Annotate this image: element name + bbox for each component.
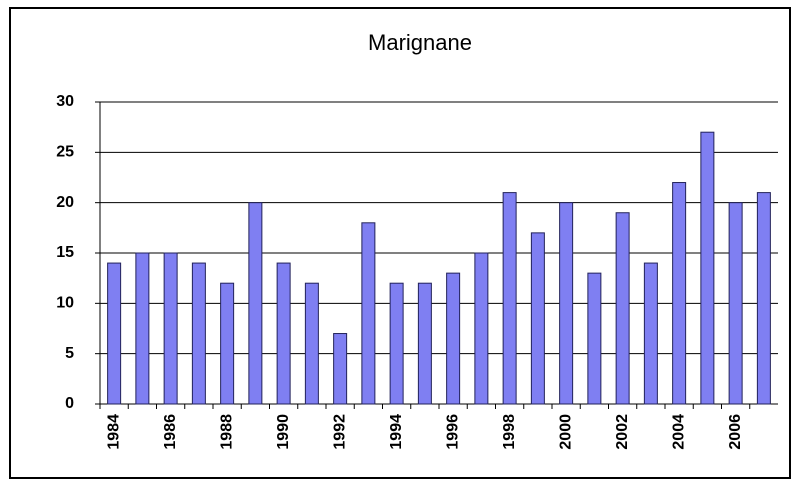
x-tick-label: 1992 (331, 414, 348, 450)
x-tick-label: 2006 (727, 414, 744, 450)
bar (163, 252, 178, 405)
y-tick-label: 0 (65, 395, 74, 412)
x-tick-label: 2000 (557, 414, 574, 450)
bar (304, 282, 319, 405)
bar (220, 282, 235, 405)
y-tick-label: 15 (56, 244, 74, 261)
x-tick-label: 1990 (275, 414, 292, 450)
y-tick-label: 25 (56, 144, 74, 161)
bar (756, 192, 771, 405)
bar (446, 272, 461, 405)
x-tick-label: 1996 (444, 414, 461, 450)
x-tick-label: 1998 (501, 414, 518, 450)
x-tick-label: 1984 (105, 414, 122, 450)
bar (559, 202, 574, 405)
bar (135, 252, 150, 405)
x-tick-label: 2004 (670, 414, 687, 450)
y-tick-label: 30 (56, 93, 74, 110)
bar (191, 262, 206, 405)
x-tick-label: 1988 (218, 414, 235, 450)
x-tick-label: 1994 (388, 414, 405, 450)
x-tick-label: 1986 (162, 414, 179, 450)
bar (615, 212, 630, 405)
bar (502, 192, 517, 405)
bar (417, 282, 432, 405)
bar (107, 262, 122, 405)
bar (276, 262, 291, 405)
bar (248, 202, 263, 405)
bar (587, 272, 602, 405)
x-tick-label: 2002 (614, 414, 631, 450)
chart-title: Marignane (368, 30, 472, 55)
bar (728, 202, 743, 405)
y-tick-label: 5 (65, 345, 74, 362)
y-tick-label: 20 (56, 194, 74, 211)
y-tick-label: 10 (56, 295, 74, 312)
bar (361, 222, 376, 405)
bar (643, 262, 658, 405)
bar (474, 252, 489, 405)
bar (700, 131, 715, 405)
bar (672, 182, 687, 405)
bar (333, 333, 348, 405)
bar (530, 232, 545, 405)
bar (389, 282, 404, 405)
